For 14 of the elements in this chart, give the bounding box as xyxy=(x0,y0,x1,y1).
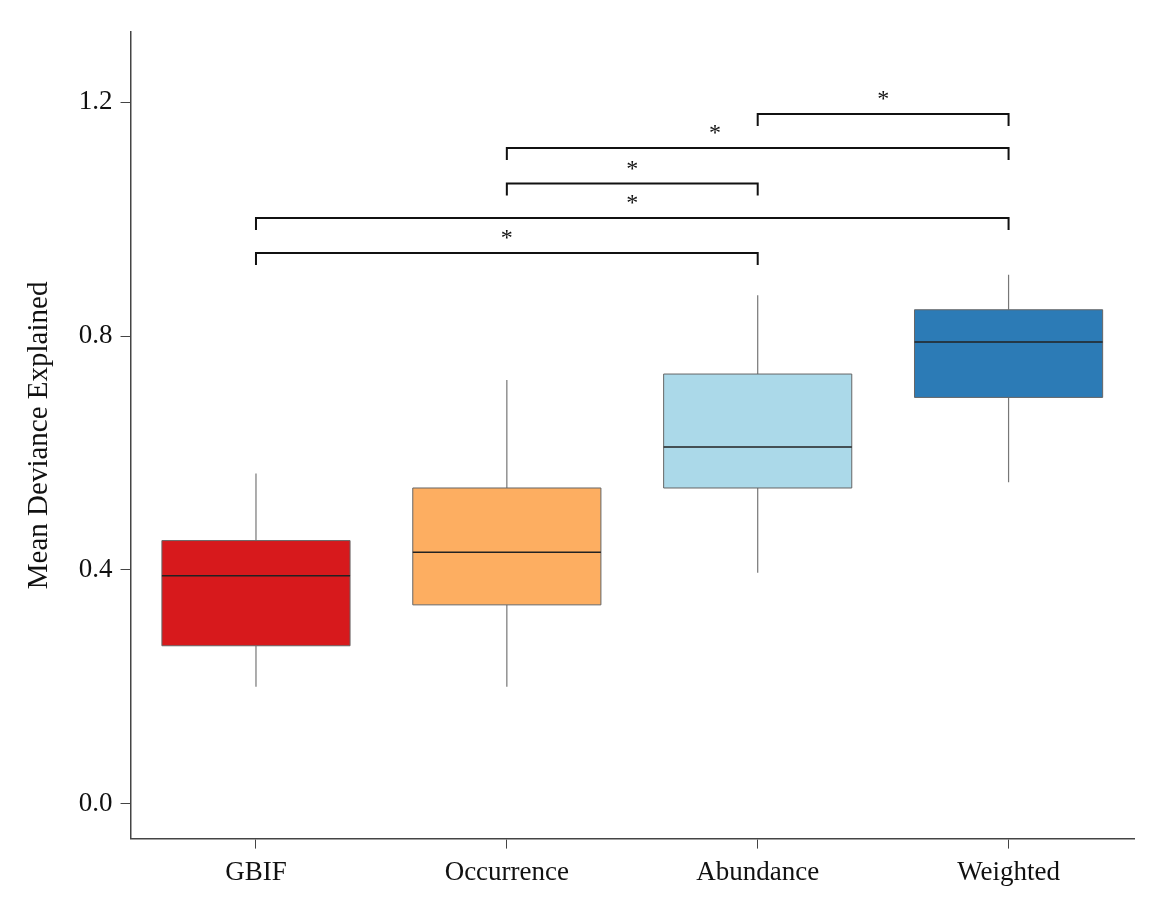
x-tick-label: GBIF xyxy=(225,855,287,886)
y-tick-label: 0.4 xyxy=(78,552,114,583)
y-tick-label: 0.0 xyxy=(78,786,113,817)
annotation: * xyxy=(877,85,890,112)
annotation: * xyxy=(500,224,513,251)
annotation: * xyxy=(626,154,639,181)
x-tick-label: Abundance xyxy=(696,855,820,886)
x-tick-label: Occurrence xyxy=(444,855,570,886)
y-tick-label: 1.2 xyxy=(78,85,113,116)
annotation: * xyxy=(626,189,639,216)
y-axis-title: Mean Deviance Explained xyxy=(21,281,54,590)
x-tick-label: Weighted xyxy=(957,855,1061,886)
y-tick-label: 0.8 xyxy=(78,319,113,350)
annotation: * xyxy=(709,119,722,146)
